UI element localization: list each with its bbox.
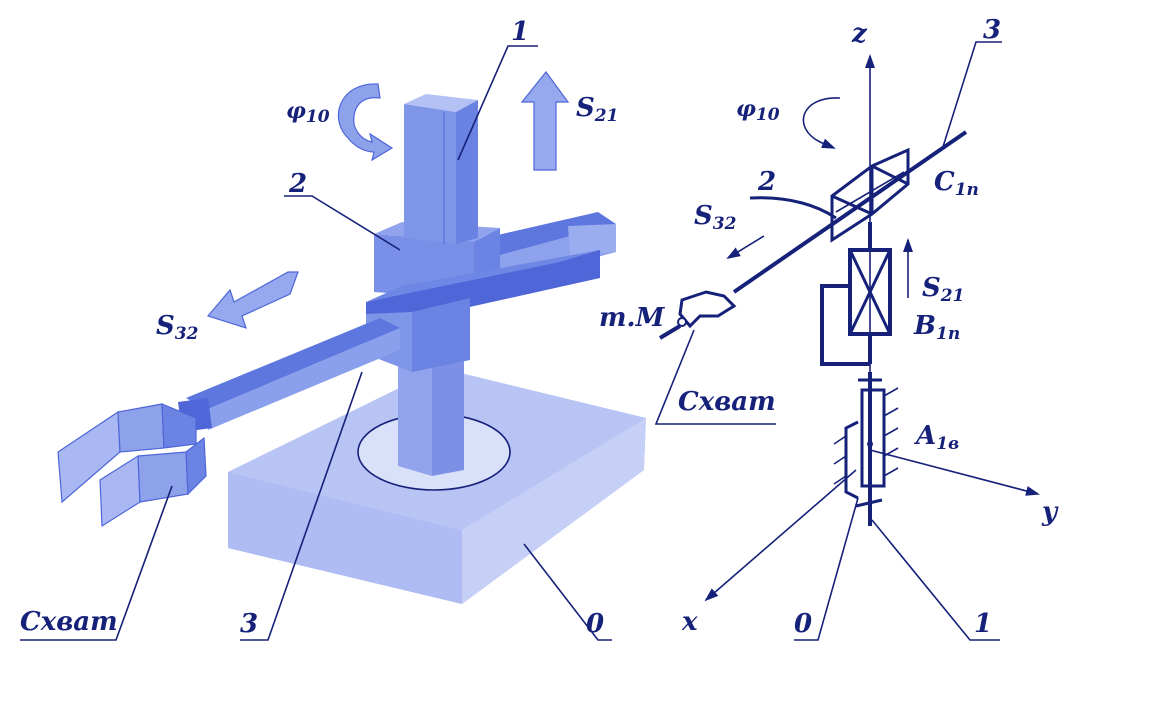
gripper-symbol — [677, 290, 737, 329]
rotation-arrow-phi10 — [337, 83, 394, 162]
label-rotation-phi10: φ10 — [286, 98, 330, 127]
label-axis-y: y — [1041, 497, 1059, 527]
rotation-arrow-phi10-scheme — [802, 97, 841, 149]
label-arm-motion-S32: S32 — [156, 311, 199, 344]
label-link-3-scheme: 3 — [983, 15, 1001, 45]
axis-y-line — [869, 449, 1040, 496]
left-leader-lines — [20, 45, 612, 641]
robot-3d-illustration: 1 2 3 0 Схват φ10 S21 S32 — [20, 17, 646, 641]
label-link-0: 0 — [586, 609, 604, 639]
column-link-1 — [404, 94, 478, 244]
label-link-1: 1 — [511, 17, 529, 47]
label-vertical-motion-S21: S21 — [576, 93, 618, 126]
label-link-2: 2 — [288, 169, 307, 199]
vertical-motion-arrow-S21 — [520, 71, 570, 171]
label-vertical-motion-S21-scheme: S21 — [922, 273, 964, 306]
label-gripper-scheme: Схват — [678, 387, 776, 417]
label-link-2-scheme: 2 — [757, 167, 776, 197]
label-joint-B: B1п — [913, 311, 960, 344]
label-axis-x: x — [681, 607, 698, 637]
joint-B-prismatic — [820, 248, 892, 366]
arm-arrow-S32-scheme — [726, 235, 765, 260]
link-3-tip — [658, 324, 682, 340]
label-point-M: т.М — [599, 303, 666, 333]
axis-x-line — [704, 469, 857, 602]
joint-C-prismatic — [830, 147, 910, 243]
gripper-illustration — [57, 403, 207, 528]
kinematic-scheme: z x y 3 2 1 0 т.М Схват φ10 S32 S21 C1п … — [599, 15, 1059, 641]
label-gripper: Схват — [20, 607, 118, 637]
base-link-0 — [228, 368, 646, 604]
label-rotation-phi10-scheme: φ10 — [736, 96, 780, 125]
right-leader-lines — [654, 41, 1002, 641]
link-3-bar — [732, 130, 968, 294]
label-axis-z: z — [851, 19, 868, 49]
label-link-1-scheme: 1 — [974, 609, 992, 639]
label-link-0-scheme: 0 — [794, 609, 812, 639]
arm-link-3 — [178, 250, 600, 432]
arm-motion-arrow-S32 — [206, 271, 299, 329]
label-arm-motion-S32-scheme: S32 — [694, 201, 737, 234]
label-joint-C: C1п — [934, 167, 979, 200]
joint-A-revolute — [833, 372, 899, 526]
label-link-3: 3 — [240, 609, 258, 639]
label-joint-A: A1в — [913, 421, 959, 454]
link-2-curve — [749, 196, 837, 220]
